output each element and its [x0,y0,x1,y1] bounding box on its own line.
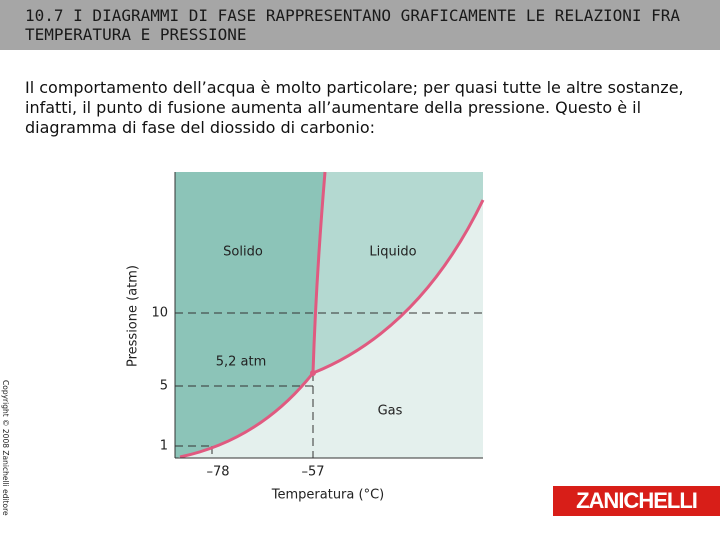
copyright: Copyright © 2008 Zanichelli editore [1,380,10,516]
header-bar: 10.7 I DIAGRAMMI DI FASE RAPPRESENTANO G… [0,0,720,50]
body-text: Il comportamento dell’acqua è molto part… [25,78,684,137]
publisher-logo: ZANICHELLI [553,486,720,516]
slide-title: 10.7 I DIAGRAMMI DI FASE RAPPRESENTANO G… [25,6,681,44]
triple-point-label: 5,2 atm [216,355,267,370]
liquid-region [313,172,483,373]
triple-point [310,370,316,376]
y-tick-label: 1 [160,439,168,454]
melting-curve [311,171,327,374]
y-axis-label: Pressione (atm) [126,265,141,367]
region-label: Solido [223,245,263,260]
solid-region [175,172,325,458]
x-tick-label: –78 [206,465,229,480]
y-tick-label: 5 [160,379,168,394]
x-tick-label: –57 [301,465,324,480]
region-label: Gas [378,404,403,419]
y-tick-label: 10 [151,306,168,321]
region-label: Liquido [369,245,416,260]
phase-boundaries [179,171,485,459]
vaporization-curve [312,199,485,375]
x-axis-label: Temperatura (°C) [271,488,384,503]
sublimation-curve [179,372,315,459]
